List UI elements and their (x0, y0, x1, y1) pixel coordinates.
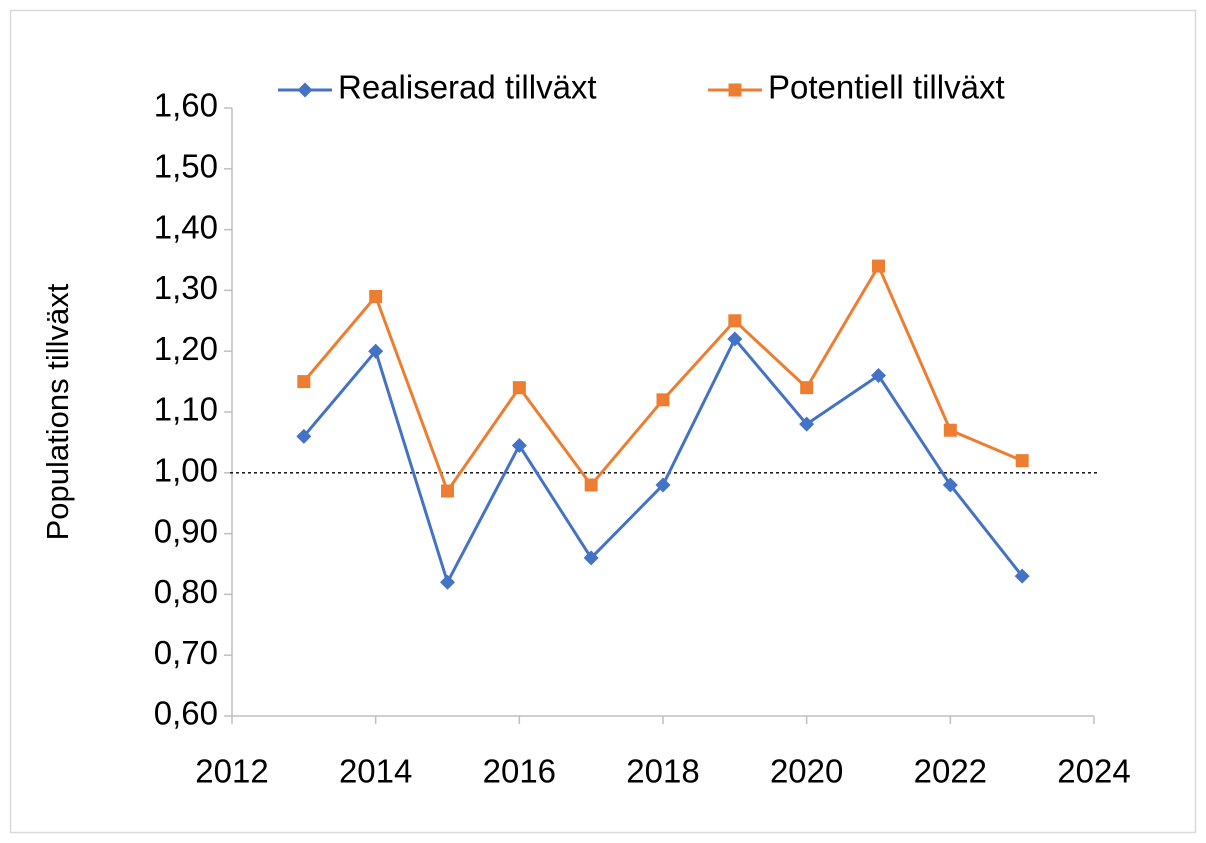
data-point (727, 331, 743, 347)
data-point (728, 314, 742, 328)
y-tick-label: 1,10 (154, 391, 218, 428)
x-tick-label: 2014 (339, 753, 412, 790)
data-point (441, 484, 454, 498)
data-point (799, 416, 815, 432)
y-tick-label: 1,30 (154, 269, 218, 306)
data-point (656, 393, 670, 407)
x-tick-label: 2012 (195, 753, 268, 790)
data-point (655, 477, 671, 493)
y-tick-label: 0,70 (154, 634, 218, 671)
data-point (511, 437, 527, 453)
y-axis-title: Populations tillväxt (40, 283, 75, 540)
data-point (512, 381, 526, 395)
y-tick-label: 0,60 (154, 695, 218, 732)
x-tick-label: 2016 (483, 753, 556, 790)
x-tick-label: 2020 (770, 753, 843, 790)
y-tick-label: 0,90 (154, 512, 218, 549)
y-tick-label: 1,60 (154, 87, 218, 124)
data-point (296, 428, 312, 444)
data-point (872, 259, 885, 273)
data-point (440, 574, 455, 590)
x-tick-label: 2024 (1057, 753, 1130, 790)
data-point (584, 478, 598, 492)
y-tick-label: 1,00 (154, 452, 218, 489)
data-point (942, 477, 958, 493)
data-point (943, 423, 957, 437)
data-point (1014, 568, 1030, 584)
legend-label: Realiserad tillväxt (338, 69, 597, 106)
y-tick-label: 1,20 (154, 330, 218, 367)
data-point (583, 550, 599, 566)
data-point (1015, 454, 1029, 468)
legend-marker (297, 82, 313, 98)
data-point (368, 343, 384, 359)
data-point (297, 375, 311, 389)
data-point (369, 289, 383, 303)
y-tick-label: 1,50 (154, 148, 218, 185)
chart-border (9, 9, 1197, 834)
y-tick-label: 0,80 (154, 573, 218, 610)
legend-label: Potentiell tillväxt (768, 69, 1005, 106)
x-tick-label: 2022 (914, 753, 987, 790)
x-tick-label: 2018 (626, 753, 699, 790)
y-tick-label: 1,40 (154, 208, 218, 245)
data-point (871, 368, 886, 384)
legend-marker (728, 83, 742, 97)
data-point (800, 381, 814, 395)
